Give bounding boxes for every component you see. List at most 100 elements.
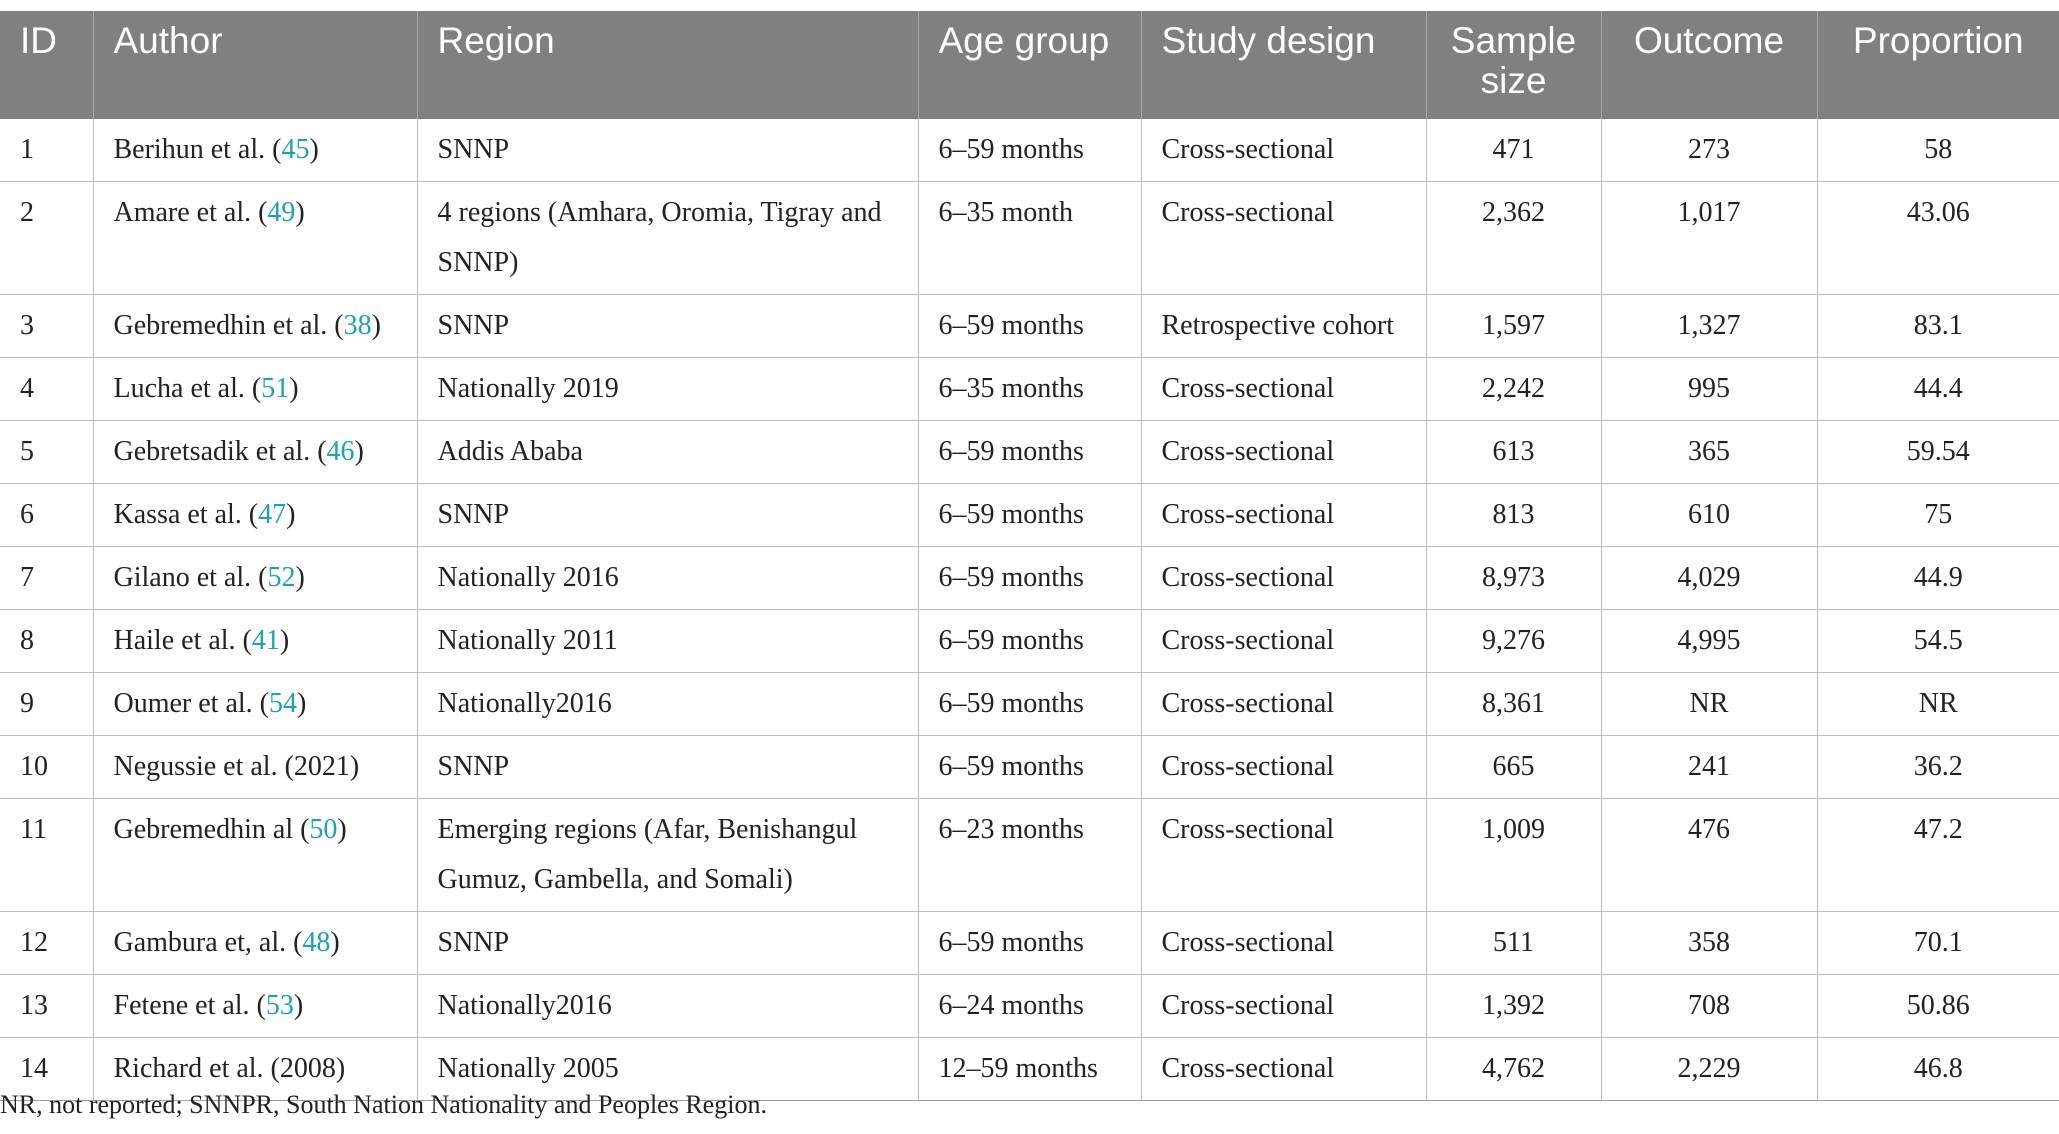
header-study-design: Study design xyxy=(1140,11,1426,119)
header-id: ID xyxy=(0,11,93,119)
table-row: 8 Haile et al. (41) Nationally 2011 6–59 mo… xyxy=(0,609,2059,673)
cell-study-design: Retrospective cohort xyxy=(1140,294,1426,358)
cell-author: Amare et al. (49) xyxy=(92,181,417,295)
reference-close-paren: ) xyxy=(286,499,296,530)
reference-close-paren: ) xyxy=(371,310,381,341)
cell-region: Nationally 2011 xyxy=(416,609,918,673)
cell-id: 14 xyxy=(0,1037,93,1101)
reference-link[interactable]: 50 xyxy=(309,814,338,845)
cell-age-group: 6–59 months xyxy=(917,483,1141,547)
cell-region: Nationally2016 xyxy=(416,672,918,736)
cell-sample-size: 511 xyxy=(1425,911,1601,975)
cell-id: 4 xyxy=(0,357,93,421)
cell-proportion: 75 xyxy=(1816,483,2059,547)
author-name: Negussie et al. (2021) xyxy=(113,751,360,782)
cell-age-group: 6–59 months xyxy=(917,672,1141,736)
cell-outcome: NR xyxy=(1600,672,1817,736)
reference-link[interactable]: 41 xyxy=(251,625,280,656)
cell-region: SNNP xyxy=(416,735,918,799)
cell-proportion: 44.9 xyxy=(1816,546,2059,610)
cell-study-design: Cross-sectional xyxy=(1140,1037,1426,1101)
cell-sample-size: 2,362 xyxy=(1425,181,1601,295)
cell-id: 2 xyxy=(0,181,93,295)
reference-link[interactable]: 53 xyxy=(265,990,294,1021)
cell-proportion: 47.2 xyxy=(1816,798,2059,912)
cell-proportion: NR xyxy=(1816,672,2059,736)
cell-region: SNNP xyxy=(416,483,918,547)
cell-study-design: Cross-sectional xyxy=(1140,420,1426,484)
cell-outcome: 241 xyxy=(1600,735,1817,799)
table-row: 1 Berihun et al. (45) SNNP 6–59 months Cross… xyxy=(0,119,2059,182)
cell-age-group: 6–24 months xyxy=(917,974,1141,1038)
reference-link[interactable]: 48 xyxy=(302,927,331,958)
cell-outcome: 4,995 xyxy=(1600,609,1817,673)
cell-author: Lucha et al. (51) xyxy=(92,357,417,421)
cell-age-group: 6–35 months xyxy=(917,357,1141,421)
author-name: Berihun et al. ( xyxy=(113,134,282,165)
cell-id: 1 xyxy=(0,119,93,182)
cell-region: SNNP xyxy=(416,294,918,358)
cell-study-design: Cross-sectional xyxy=(1140,672,1426,736)
cell-proportion: 83.1 xyxy=(1816,294,2059,358)
reference-link[interactable]: 47 xyxy=(258,499,287,530)
table-row: 2 Amare et al. (49) 4 regions (Amhara, Oro… xyxy=(0,181,2059,295)
reference-link[interactable]: 54 xyxy=(269,688,297,719)
cell-age-group: 6–59 months xyxy=(917,609,1141,673)
header-row: ID Author Region Age group Study design … xyxy=(0,11,2059,119)
reference-link[interactable]: 51 xyxy=(261,373,290,404)
cell-id: 8 xyxy=(0,609,93,673)
cell-outcome: 995 xyxy=(1600,357,1817,421)
cell-study-design: Cross-sectional xyxy=(1140,974,1426,1038)
cell-proportion: 44.4 xyxy=(1816,357,2059,421)
reference-close-paren: ) xyxy=(354,436,364,467)
cell-region: Emerging regions (Afar, Benishangul Gumu… xyxy=(416,798,918,912)
cell-author: Oumer et al. (54) xyxy=(92,672,417,736)
reference-link[interactable]: 46 xyxy=(326,436,355,467)
cell-proportion: 58 xyxy=(1816,119,2059,182)
cell-proportion: 54.5 xyxy=(1816,609,2059,673)
cell-author: Gebretsadik et al. (46) xyxy=(92,420,417,484)
cell-region: Nationally 2016 xyxy=(416,546,918,610)
cell-outcome: 365 xyxy=(1600,420,1817,484)
author-name: Richard et al. (2008) xyxy=(113,1053,346,1084)
cell-region: Nationally 2019 xyxy=(416,357,918,421)
cell-sample-size: 613 xyxy=(1425,420,1601,484)
reference-close-paren: ) xyxy=(337,814,347,845)
cell-author: Gebremedhin et al. (38) xyxy=(92,294,417,358)
cell-id: 5 xyxy=(0,420,93,484)
cell-proportion: 43.06 xyxy=(1816,181,2059,295)
cell-sample-size: 471 xyxy=(1425,119,1601,182)
cell-region: SNNP xyxy=(416,911,918,975)
reference-link[interactable]: 52 xyxy=(267,562,296,593)
table-body: 1 Berihun et al. (45) SNNP 6–59 months Cross… xyxy=(0,119,2059,1101)
reference-link[interactable]: 49 xyxy=(267,197,296,228)
cell-outcome: 273 xyxy=(1600,119,1817,182)
cell-sample-size: 9,276 xyxy=(1425,609,1601,673)
cell-proportion: 36.2 xyxy=(1816,735,2059,799)
cell-sample-size: 4,762 xyxy=(1425,1037,1601,1101)
cell-study-design: Cross-sectional xyxy=(1140,357,1426,421)
cell-age-group: 6–59 months xyxy=(917,735,1141,799)
reference-close-paren: ) xyxy=(279,625,290,656)
table-row: 12 Gambura et, al. (48) SNNP 6–59 months Cro… xyxy=(0,911,2059,975)
cell-study-design: Cross-sectional xyxy=(1140,735,1426,799)
author-name: Gebretsadik et al. ( xyxy=(113,436,327,467)
cell-proportion: 46.8 xyxy=(1816,1037,2059,1101)
table-row: 9 Oumer et al. (54) Nationally2016 6–59 mon… xyxy=(0,672,2059,736)
cell-author: Gambura et, al. (48) xyxy=(92,911,417,975)
cell-author: Richard et al. (2008) xyxy=(92,1037,417,1101)
cell-study-design: Cross-sectional xyxy=(1140,483,1426,547)
header-outcome: Outcome xyxy=(1600,11,1817,119)
author-name: Amare et al. ( xyxy=(113,197,268,228)
reference-link[interactable]: 45 xyxy=(281,134,310,165)
reference-link[interactable]: 38 xyxy=(343,310,372,341)
cell-age-group: 6–59 months xyxy=(917,546,1141,610)
cell-age-group: 6–35 month xyxy=(917,181,1141,295)
cell-sample-size: 1,009 xyxy=(1425,798,1601,912)
cell-proportion: 59.54 xyxy=(1816,420,2059,484)
reference-close-paren: ) xyxy=(295,197,305,228)
header-sample-size-line2: size xyxy=(1480,60,1547,101)
header-region: Region xyxy=(416,11,918,119)
cell-sample-size: 665 xyxy=(1425,735,1601,799)
cell-region: SNNP xyxy=(416,119,918,182)
